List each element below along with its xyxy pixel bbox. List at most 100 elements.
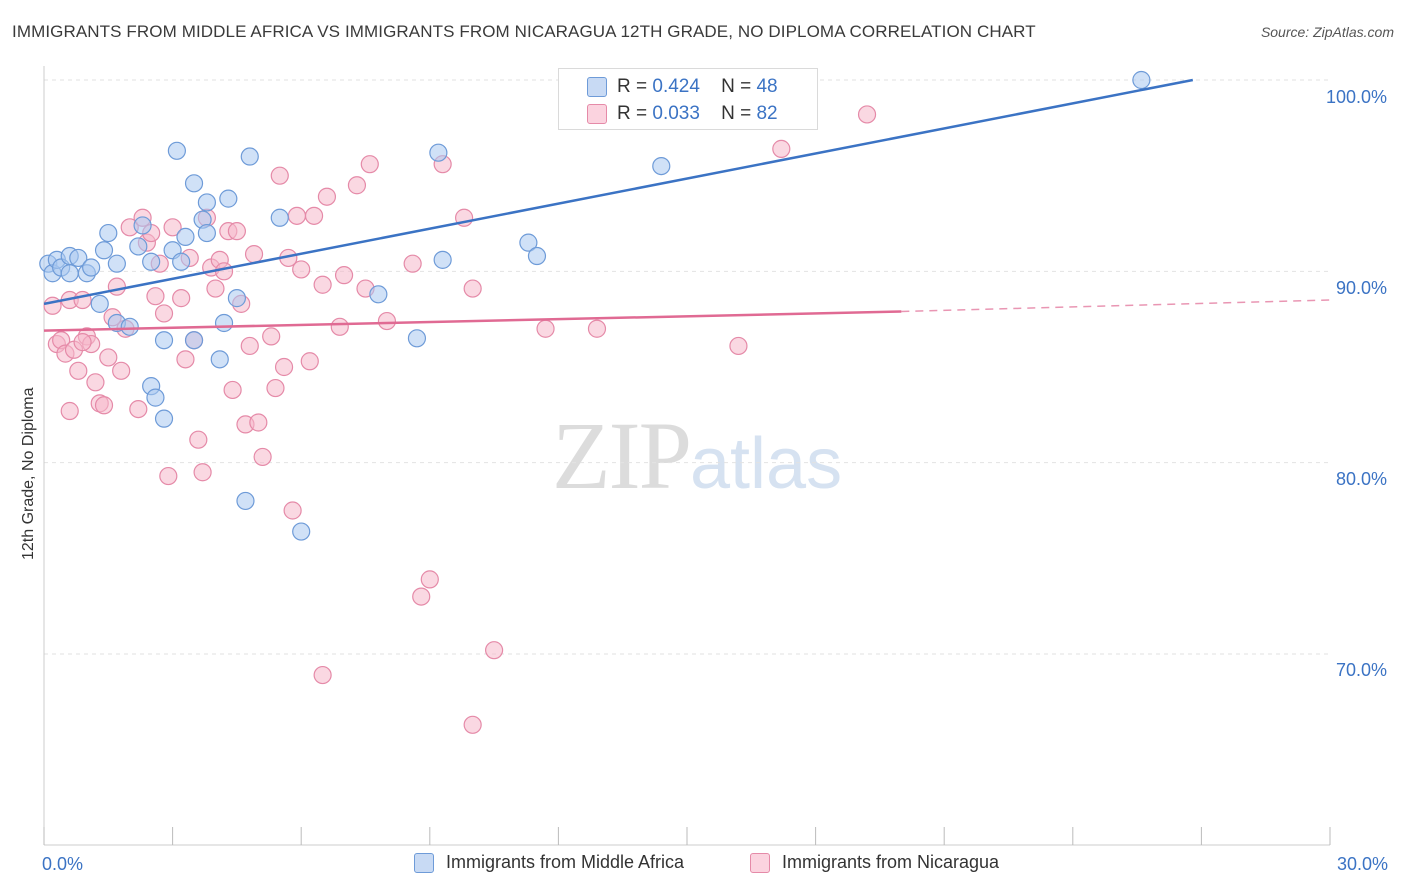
nicaragua-point [485, 641, 504, 660]
middle-africa-point [1132, 70, 1151, 90]
nicaragua-point [107, 277, 126, 296]
nicaragua-point [274, 357, 294, 377]
nicaragua-point [189, 430, 208, 449]
middle-africa-point [133, 216, 152, 235]
nicaragua-point [287, 206, 307, 225]
source-label: Source: ZipAtlas.com [1260, 24, 1394, 40]
nicaragua-point [244, 245, 264, 264]
nicaragua-point [334, 266, 354, 285]
nicaragua-point [330, 317, 349, 336]
middle-africa-point [292, 522, 311, 541]
nicaragua-point [94, 396, 114, 415]
middle-africa-point [154, 409, 174, 428]
legend-item-middle-africa: Immigrants from Middle Africa [414, 852, 684, 873]
legend-label-middle-africa: Immigrants from Middle Africa [446, 852, 685, 872]
r-label: R = [617, 76, 648, 97]
nicaragua-point [270, 166, 289, 185]
middle-africa-point [236, 491, 255, 511]
n-label: N = [721, 76, 752, 97]
middle-africa-point [519, 233, 538, 252]
nicaragua-point [283, 501, 302, 520]
nicaragua-point [347, 176, 367, 195]
nicaragua-point [129, 399, 148, 419]
nicaragua-point [313, 665, 332, 685]
nicaragua-point [857, 105, 877, 124]
nicaragua-point [193, 463, 212, 482]
watermark: ZIPatlas [552, 400, 842, 511]
middle-africa-point [219, 189, 238, 208]
middle-africa-point [120, 317, 139, 336]
middle-africa-point [69, 248, 88, 268]
legend-item-nicaragua: Immigrants from Nicaragua [750, 852, 999, 873]
nicaragua-point [69, 361, 88, 380]
middle-africa-point [429, 143, 448, 162]
middle-africa-point [94, 241, 114, 260]
nicaragua-point [163, 218, 182, 237]
x-tick-min: 0.0% [42, 854, 84, 874]
legend-swatch-blue [414, 852, 434, 873]
blue-swatch [587, 77, 607, 97]
middle-africa-point [652, 157, 671, 176]
nicaragua-point [172, 289, 191, 308]
r-value-blue: 0.424 [652, 76, 700, 97]
middle-africa-point [210, 350, 229, 369]
watermark-zip: ZIP [552, 402, 692, 509]
nicaragua-point [266, 378, 285, 398]
middle-africa-point [129, 237, 148, 256]
n-value-pink: 82 [756, 103, 778, 124]
nicaragua-point [403, 254, 422, 273]
nicaragua-point [206, 279, 225, 298]
nicaragua-point [154, 304, 174, 323]
nicaragua-point [463, 279, 482, 298]
nicaragua-point [240, 336, 259, 356]
nicaragua-point [536, 319, 555, 338]
nicaragua-point [112, 361, 131, 380]
middle-africa-point [184, 174, 204, 193]
middle-africa-point [214, 313, 234, 333]
nicaragua-point [99, 348, 118, 367]
nicaragua-point [377, 311, 397, 331]
nicaragua-point [214, 262, 234, 281]
n-value-blue: 48 [756, 76, 778, 97]
trend-line-nicaragua-extension [901, 299, 1331, 313]
x-tick-max: 30.0% [1337, 854, 1389, 874]
series-nicaragua-points [43, 105, 877, 734]
trend-lines [43, 78, 1331, 332]
middle-africa-point [142, 252, 161, 271]
nicaragua-point [223, 380, 242, 400]
middle-africa-point [270, 208, 289, 227]
nicaragua-point [262, 327, 281, 346]
middle-africa-point [82, 258, 101, 277]
nicaragua-point [300, 352, 319, 371]
y-tick-90: 90.0% [1336, 278, 1388, 298]
nicaragua-point [463, 715, 482, 734]
r-value-pink: 0.033 [652, 103, 700, 124]
y-tick-70: 70.0% [1336, 660, 1388, 680]
watermark-atlas: atlas [690, 424, 843, 504]
nicaragua-point [60, 401, 79, 421]
middle-africa-point [527, 246, 547, 266]
middle-africa-point [90, 294, 109, 313]
nicaragua-point [176, 350, 195, 369]
nicaragua-point [313, 275, 332, 294]
nicaragua-point [227, 222, 246, 241]
middle-africa-point [184, 331, 204, 350]
trend-line-nicaragua [43, 310, 902, 332]
nicaragua-point [587, 319, 607, 338]
legend-swatch-pink [750, 852, 770, 873]
chart-title: IMMIGRANTS FROM MIDDLE AFRICA VS IMMIGRA… [12, 22, 1036, 41]
middle-africa-point [407, 329, 427, 348]
axes [43, 66, 1331, 846]
nicaragua-point [73, 333, 92, 352]
stats-legend: R = 0.424 N = 48 R = 0.033 N = 82 [558, 68, 818, 130]
nicaragua-point [729, 336, 748, 356]
middle-africa-point [369, 285, 388, 304]
middle-africa-point [240, 147, 259, 166]
nicaragua-point [86, 373, 105, 392]
nicaragua-point [146, 287, 165, 306]
nicaragua-point [420, 570, 439, 589]
nicaragua-point [412, 587, 431, 606]
middle-africa-point [172, 252, 191, 271]
series-legend: Immigrants from Middle Africa Immigrants… [0, 850, 1406, 880]
middle-africa-point [197, 193, 216, 212]
